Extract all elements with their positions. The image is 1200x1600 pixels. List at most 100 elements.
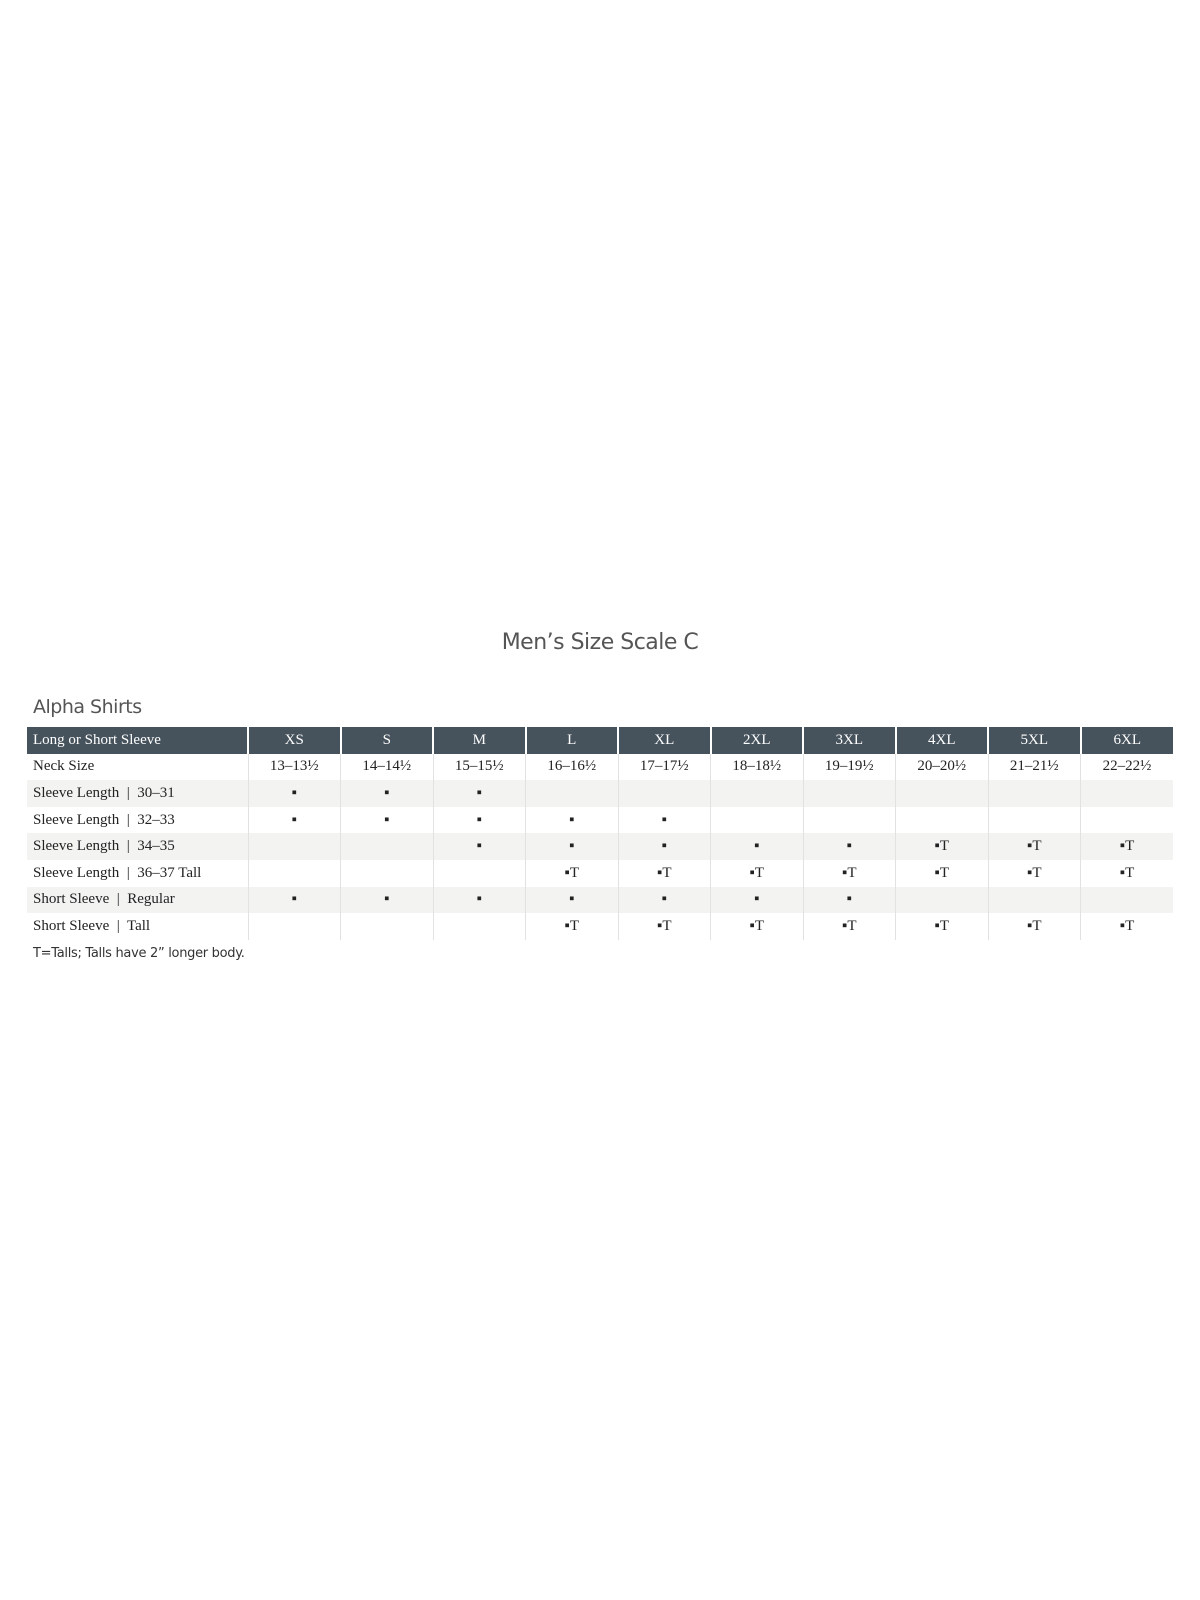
table-cell: [987, 806, 1081, 834]
table-cell: ▪T: [987, 833, 1081, 860]
header-row: Long or Short Sleeve XS S M L XL 2XL 3XL 4XL 5XL…: [27, 727, 1173, 754]
table-cell: 15–15½: [432, 753, 526, 781]
table-subtitle: Alpha Shirts: [33, 696, 142, 718]
table-cell: [340, 859, 433, 887]
page-title: Men’s Size Scale C: [501, 630, 699, 655]
table-cell: 21–21½: [987, 753, 1081, 781]
table-cell: ▪T: [987, 859, 1081, 887]
table-cell: [432, 859, 526, 887]
table-cell: ▪: [432, 780, 526, 807]
row-label: Sleeve Length | 36–37 Tall: [33, 864, 202, 881]
table-cell: ▪: [617, 833, 711, 860]
table-cell: ▪: [525, 886, 618, 914]
table-cell: [432, 913, 526, 940]
table-cell: [710, 780, 803, 807]
table-cell: ▪T: [895, 859, 988, 887]
table-cell: ▪: [432, 886, 526, 914]
table-cell: [247, 859, 341, 887]
table-cell: [987, 780, 1081, 807]
table-cell: [340, 913, 433, 940]
table-cell: ▪: [525, 833, 618, 860]
size-header-5xl: 5XL: [987, 727, 1081, 754]
table-cell: [895, 780, 988, 807]
table-cell: ▪: [710, 886, 803, 914]
table-cell: ▪: [432, 833, 526, 860]
table-cell: ▪: [340, 806, 433, 834]
table-cell: ▪: [247, 806, 341, 834]
table-cell: ▪T: [617, 859, 711, 887]
table-cell: ▪: [802, 886, 896, 914]
size-header-2xl: 2XL: [709, 727, 803, 754]
table-cell: 17–17½: [617, 753, 711, 781]
size-header-xs: XS: [247, 727, 341, 754]
table-cell: ▪T: [895, 913, 988, 940]
table-cell: [247, 913, 341, 940]
header-label: Long or Short Sleeve: [27, 727, 248, 754]
table-cell: ▪T: [1080, 913, 1173, 940]
size-header-4xl: 4XL: [894, 727, 988, 754]
table-cell: ▪T: [895, 833, 988, 860]
row-label: Short Sleeve | Regular: [27, 886, 248, 914]
table-cell: 16–16½: [525, 753, 618, 781]
table-cell: 19–19½: [802, 753, 896, 781]
table-row: Sleeve Length | 36–37 Tall ▪T ▪T ▪T ▪T ▪T ▪T ▪T: [27, 859, 1173, 887]
table-cell: ▪: [802, 833, 896, 860]
table-cell: ▪T: [802, 859, 896, 887]
table-cell: 18–18½: [710, 753, 803, 781]
table-cell: [987, 886, 1081, 914]
size-header-l: L: [524, 727, 618, 754]
table-cell: ▪: [617, 806, 711, 834]
table-cell: ▪: [340, 886, 433, 914]
table-row: Short Sleeve | Tall ▪T ▪T ▪T ▪T ▪T ▪T ▪T: [27, 913, 1173, 940]
table-cell: [525, 780, 618, 807]
table-cell: [1080, 780, 1173, 807]
size-header-3xl: 3XL: [802, 727, 896, 754]
table-cell: 22–22½: [1080, 753, 1173, 781]
table-cell: ▪: [617, 886, 711, 914]
table-cell: [247, 833, 341, 860]
table-cell: [340, 833, 433, 860]
table-cell: ▪: [247, 780, 341, 807]
table-cell: ▪: [340, 780, 433, 807]
table-cell: 20–20½: [895, 753, 988, 781]
size-chart-table: Long or Short Sleeve XS S M L XL 2XL 3XL 4XL 5XL…: [27, 727, 1173, 940]
size-header-xl: XL: [617, 727, 711, 754]
table-cell: [895, 886, 988, 914]
table-cell: [895, 806, 988, 834]
size-header-6xl: 6XL: [1079, 727, 1173, 754]
table-cell: [802, 780, 896, 807]
table-cell: [1080, 806, 1173, 834]
table-cell: [710, 806, 803, 834]
table-cell: ▪T: [987, 913, 1081, 940]
table-row: Short Sleeve | Regular ▪ ▪ ▪ ▪ ▪ ▪ ▪: [27, 886, 1173, 914]
size-header-m: M: [432, 727, 526, 754]
table-cell: ▪T: [617, 913, 711, 940]
table-cell: ▪: [247, 886, 341, 914]
table-cell: [802, 806, 896, 834]
table-cell: ▪: [432, 806, 526, 834]
table-cell: ▪T: [1080, 833, 1173, 860]
row-label: Sleeve Length | 32–33: [33, 811, 175, 828]
footnote: T=Talls; Talls have 2” longer body.: [33, 946, 245, 961]
table-cell: ▪T: [802, 913, 896, 940]
table-cell: ▪: [710, 833, 803, 860]
table-cell: ▪T: [710, 859, 803, 887]
table-cell: ▪T: [525, 913, 618, 940]
table-row: Sleeve Length | 30–31 ▪ ▪ ▪: [27, 780, 1173, 807]
table-cell: ▪T: [525, 859, 618, 887]
table-cell: ▪T: [710, 913, 803, 940]
table-row: Neck Size 13–13½ 14–14½ 15–15½ 16–16½ 17–17½ 1…: [27, 753, 1173, 781]
table-row: Sleeve Length | 34–35 ▪ ▪ ▪ ▪ ▪ ▪T ▪T ▪T: [27, 833, 1173, 860]
size-header-s: S: [339, 727, 433, 754]
row-label: Short Sleeve | Tall: [33, 917, 151, 934]
table-cell: ▪T: [1080, 859, 1173, 887]
table-row: Sleeve Length | 32–33 ▪ ▪ ▪ ▪ ▪: [27, 806, 1173, 834]
row-label: Sleeve Length | 34–35: [27, 833, 248, 860]
row-label: Neck Size: [33, 758, 95, 775]
row-label: Sleeve Length | 30–31: [27, 780, 248, 807]
table-cell: 13–13½: [247, 753, 341, 781]
table-cell: [617, 780, 711, 807]
table-cell: [1080, 886, 1173, 914]
table-cell: 14–14½: [340, 753, 433, 781]
table-cell: ▪: [525, 806, 618, 834]
